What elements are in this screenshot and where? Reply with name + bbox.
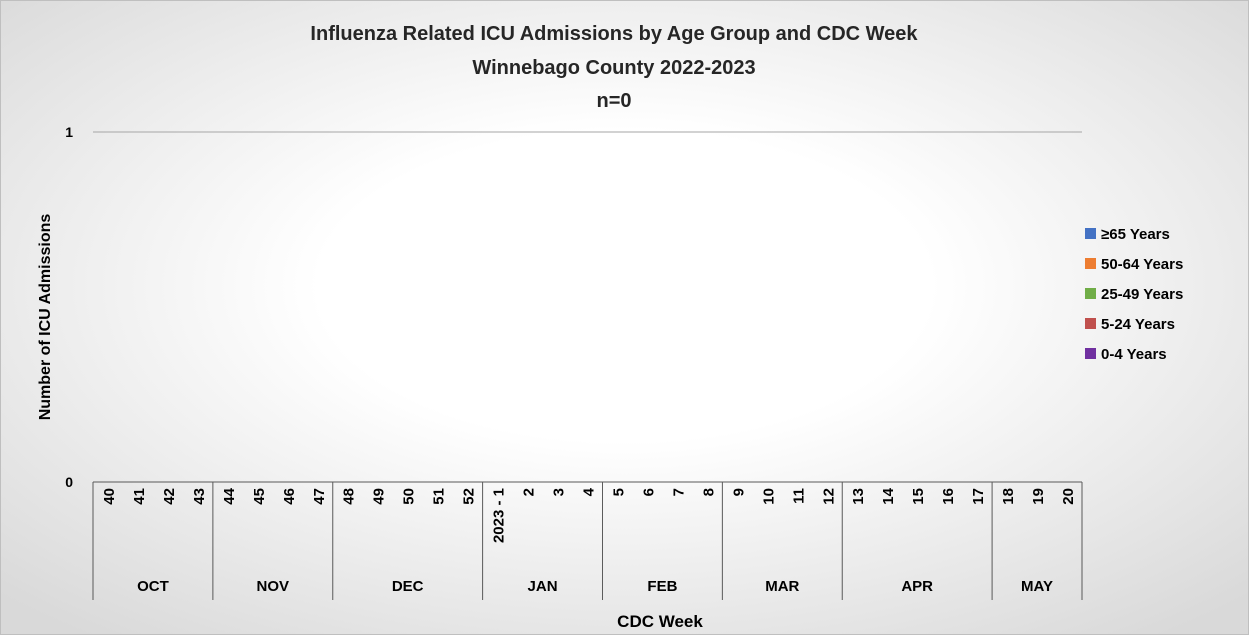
x-group-label: APR [901, 578, 933, 595]
x-tick-label: 19 [1030, 488, 1047, 505]
x-group-label: MAR [765, 578, 799, 595]
chart-title: Influenza Related ICU Admissions by Age … [310, 23, 918, 45]
legend-swatch [1085, 258, 1096, 269]
x-tick-label: 2023 - 1 [491, 488, 508, 543]
x-tick-label: 46 [281, 488, 298, 505]
x-tick-label: 18 [1000, 488, 1017, 505]
legend-swatch [1085, 228, 1096, 239]
x-tick-label: 48 [341, 488, 358, 505]
legend-label: 25-49 Years [1101, 286, 1183, 303]
x-group-label: DEC [392, 578, 424, 595]
x-tick-label: 14 [880, 487, 897, 504]
x-tick-label: 50 [401, 488, 418, 505]
x-tick-label: 9 [730, 488, 747, 496]
x-tick-label: 49 [371, 488, 388, 505]
x-tick-label: 15 [910, 488, 927, 505]
x-tick-label: 45 [251, 488, 268, 505]
x-tick-label: 51 [431, 488, 448, 505]
legend-swatch [1085, 318, 1096, 329]
x-tick-label: 11 [790, 488, 807, 504]
legend-label: 0-4 Years [1101, 346, 1167, 363]
y-axis-title: Number of ICU Admissions [37, 214, 54, 421]
chart-title: n=0 [596, 90, 631, 112]
legend-label: 50-64 Years [1101, 256, 1183, 273]
x-tick-label: 10 [760, 488, 777, 505]
y-tick-label: 1 [65, 124, 73, 140]
x-group-label: NOV [257, 578, 290, 595]
x-tick-label: 12 [820, 488, 837, 505]
x-tick-label: 20 [1060, 488, 1077, 505]
x-tick-label: 17 [970, 488, 987, 505]
x-group-label: MAY [1021, 578, 1053, 595]
x-tick-label: 3 [551, 488, 568, 496]
x-tick-label: 6 [640, 488, 657, 496]
legend-swatch [1085, 348, 1096, 359]
x-tick-label: 41 [131, 488, 148, 505]
x-tick-label: 8 [700, 488, 717, 496]
x-tick-label: 2 [521, 488, 538, 496]
x-tick-label: 16 [940, 488, 957, 505]
x-tick-label: 42 [161, 488, 178, 505]
legend-swatch [1085, 288, 1096, 299]
x-group-label: JAN [528, 578, 558, 595]
legend-label: ≥65 Years [1101, 226, 1170, 243]
chart-title: Winnebago County 2022-2023 [472, 57, 755, 79]
x-tick-label: 44 [221, 487, 238, 504]
x-tick-label: 43 [191, 488, 208, 505]
x-tick-label: 52 [461, 488, 478, 505]
x-group-label: FEB [647, 578, 677, 595]
legend-label: 5-24 Years [1101, 316, 1175, 333]
x-tick-label: 47 [311, 488, 328, 505]
x-group-label: OCT [137, 578, 169, 595]
x-axis-title: CDC Week [617, 612, 703, 631]
x-tick-label: 7 [670, 488, 687, 496]
x-tick-label: 13 [850, 488, 867, 505]
x-tick-label: 4 [581, 487, 598, 496]
y-tick-label: 0 [65, 474, 73, 490]
x-tick-label: 40 [101, 488, 118, 505]
x-tick-label: 5 [610, 488, 627, 496]
